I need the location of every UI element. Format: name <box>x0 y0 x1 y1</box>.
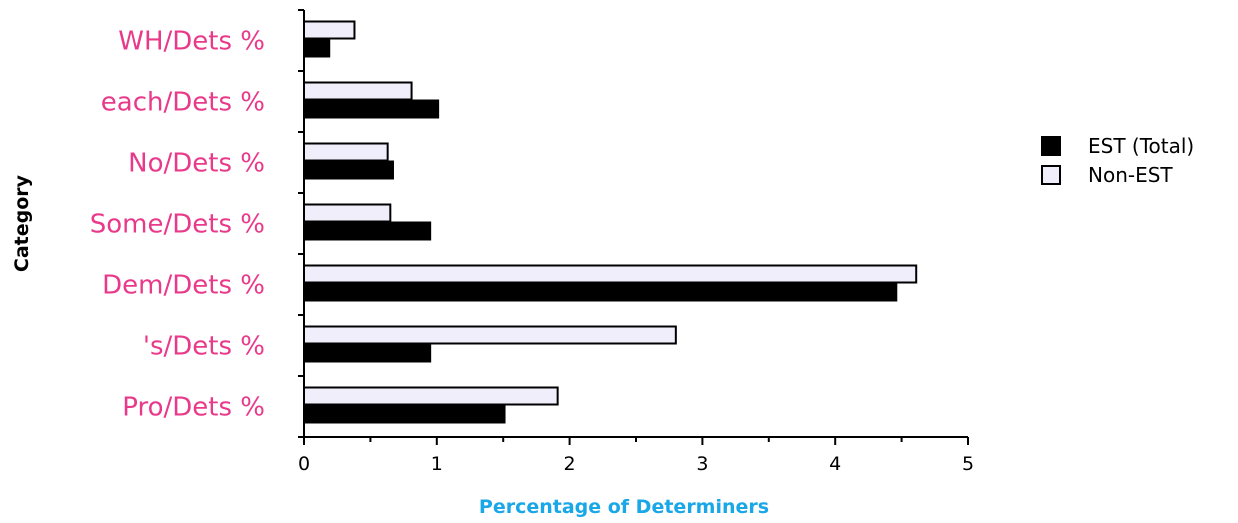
category-label: No/Dets % <box>128 149 265 179</box>
axes-group <box>298 10 968 438</box>
category-label: each/Dets % <box>101 88 265 118</box>
legend-swatch-est <box>1041 136 1061 156</box>
legend: EST (Total) Non-EST <box>1041 134 1194 187</box>
x-tick-label: 5 <box>962 453 974 475</box>
category-label: Dem/Dets % <box>102 271 265 301</box>
bar-non-est-4 <box>303 264 918 284</box>
category-label: Some/Dets % <box>90 210 265 240</box>
x-ticks-group: 0 1 2 3 4 5 <box>298 437 974 475</box>
legend-label-non-est: Non-EST <box>1088 163 1173 187</box>
bar-est-2 <box>303 160 394 180</box>
x-axis-title: Percentage of Determiners <box>479 496 769 518</box>
category-label: WH/Dets % <box>118 27 265 57</box>
category-labels-group: WH/Dets % each/Dets % No/Dets % Some/Dets %… <box>90 27 265 423</box>
bar-est-5 <box>303 343 432 363</box>
bars-group <box>303 20 918 424</box>
x-tick-label: 2 <box>564 453 576 475</box>
bar-est-1 <box>303 99 440 119</box>
y-ticks-group <box>298 9 304 438</box>
bar-est-3 <box>303 221 432 241</box>
x-tick-label: 0 <box>298 453 310 475</box>
bar-non-est-1 <box>303 81 413 101</box>
bar-non-est-6 <box>303 386 559 406</box>
category-label: 's/Dets % <box>143 332 265 362</box>
bar-est-6 <box>303 404 506 424</box>
legend-swatch-non-est <box>1041 165 1061 185</box>
bar-non-est-3 <box>303 203 392 223</box>
bar-est-0 <box>303 38 331 58</box>
bar-non-est-5 <box>303 325 677 345</box>
x-tick-label: 1 <box>431 453 443 475</box>
y-axis-title: Category <box>11 174 33 272</box>
bar-non-est-2 <box>303 142 389 162</box>
bar-est-4 <box>303 282 898 302</box>
x-tick-label: 4 <box>829 453 841 475</box>
bar-non-est-0 <box>303 20 356 40</box>
legend-label-est: EST (Total) <box>1088 134 1194 158</box>
category-label: Pro/Dets % <box>122 393 265 423</box>
x-tick-label: 3 <box>696 453 708 475</box>
